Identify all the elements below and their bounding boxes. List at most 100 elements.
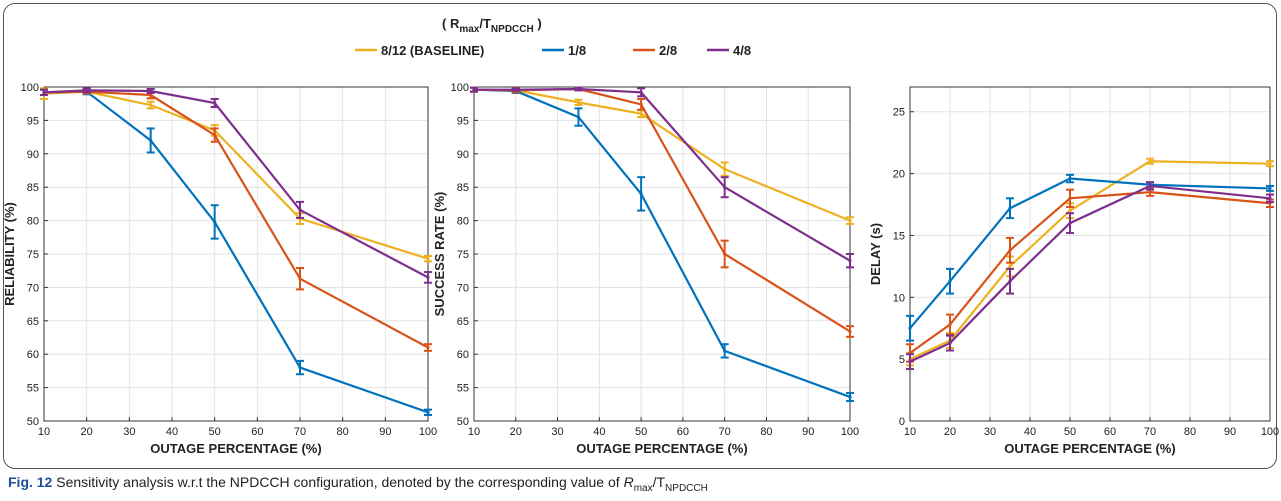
x-tick-label: 60 [1104, 426, 1116, 438]
legend-title-part: NPDCCH [491, 24, 534, 35]
x-tick-label: 40 [1024, 426, 1036, 438]
y-tick-label: 60 [457, 349, 469, 361]
x-tick-label: 80 [337, 426, 349, 438]
series-line [43, 89, 429, 279]
data-point [1148, 184, 1152, 188]
x-tick-label: 50 [1064, 426, 1076, 438]
axes-box [909, 86, 1271, 422]
chart-panel-1: 10 20 30 40 50 60 70 80 90 100 50 55 60 65 70 75 80 85 90 9… [2, 82, 437, 456]
data-point [1148, 190, 1152, 194]
data-point [213, 220, 217, 224]
x-tick-label: 30 [984, 426, 996, 438]
data-point [149, 93, 153, 97]
caption-text: Sensitivity analysis w.r.t the NPDCCH co… [52, 474, 624, 490]
data-point [149, 138, 153, 143]
data-point [213, 101, 217, 105]
data-point [298, 208, 302, 212]
caption-var-r-sub: max [633, 482, 653, 494]
data-point [948, 341, 952, 345]
x-tick-label: 90 [379, 426, 391, 438]
data-point [85, 88, 89, 92]
data-point [723, 252, 727, 256]
legend-title-part: max [459, 24, 479, 35]
x-tick-label: 70 [719, 426, 731, 438]
data-point [639, 112, 643, 116]
y-tick-label: 25 [893, 107, 905, 119]
series-4-8 [906, 181, 1274, 371]
data-point [426, 257, 430, 261]
x-tick-label: 70 [294, 426, 306, 438]
chart-panel-3: 10 20 30 40 50 60 70 80 90 100 0 5 10 15 20 25 OUTAGE PE… [868, 86, 1279, 456]
data-point [576, 87, 581, 91]
y-tick-label: 75 [27, 249, 39, 261]
y-tick-label: 90 [457, 149, 469, 161]
series-line [474, 87, 851, 262]
x-tick-label: 10 [904, 426, 916, 438]
series-line [909, 177, 1271, 329]
y-tick-label: 50 [457, 416, 469, 428]
y-tick-label: 70 [457, 282, 469, 294]
data-point [1268, 186, 1272, 191]
x-tick-label: 60 [251, 426, 263, 438]
legend-title: ( Rmax/TNPDCCH ) [442, 16, 542, 35]
y-tick-label: 100 [451, 82, 469, 94]
data-point [723, 185, 727, 189]
data-point [426, 345, 430, 350]
data-point [848, 219, 852, 223]
data-point [848, 395, 852, 399]
series-line [909, 160, 1271, 361]
legend-label: 1/8 [568, 43, 586, 58]
x-tick-label: 10 [38, 426, 50, 438]
data-point [1268, 196, 1272, 200]
series-4-8 [40, 87, 432, 284]
data-point [639, 102, 643, 106]
legend-title-part: ) [534, 16, 542, 31]
y-tick-label: 80 [457, 216, 469, 228]
data-point [1068, 209, 1072, 213]
data-point [298, 277, 302, 281]
y-tick-label: 50 [27, 416, 39, 428]
series-2-8 [906, 187, 1274, 363]
caption-label: Fig. 12 [8, 474, 53, 490]
data-point [1008, 264, 1012, 268]
plot-area [910, 87, 1270, 421]
data-point [1148, 159, 1152, 163]
x-tick-label: 90 [1224, 426, 1236, 438]
chart-panel-2: 10 20 30 40 50 60 70 80 90 100 50 55 60 65 70 75 80 85 90 9… [432, 82, 859, 456]
data-point [1008, 279, 1012, 283]
x-tick-label: 40 [593, 426, 605, 438]
data-point [948, 322, 952, 327]
x-tick-label: 80 [760, 426, 772, 438]
data-point [639, 90, 643, 94]
y-tick-label: 10 [893, 292, 905, 304]
x-tick-label: 100 [841, 426, 859, 438]
y-tick-label: 85 [457, 182, 469, 194]
data-point [1068, 176, 1072, 181]
data-point [1008, 248, 1012, 252]
x-tick-label: 100 [1261, 426, 1279, 438]
y-axis-label: DELAY (s) [868, 223, 883, 285]
data-point [472, 88, 476, 92]
x-tick-label: 60 [677, 426, 689, 438]
series-line [909, 191, 1271, 354]
x-tick-label: 30 [123, 426, 135, 438]
x-axis-label: OUTAGE PERCENTAGE (%) [150, 441, 321, 456]
y-tick-label: 95 [27, 115, 39, 127]
series-line [43, 90, 429, 349]
x-tick-label: 30 [551, 426, 563, 438]
y-tick-label: 55 [457, 383, 469, 395]
data-point [149, 89, 153, 93]
data-point [298, 365, 302, 370]
x-tick-label: 20 [81, 426, 93, 438]
data-point [848, 329, 852, 334]
y-tick-label: 90 [27, 149, 39, 161]
caption-var-t-sub: NPDCCH [665, 482, 708, 494]
y-tick-label: 60 [27, 349, 39, 361]
y-tick-label: 15 [893, 230, 905, 242]
data-point [908, 326, 912, 330]
data-point [576, 115, 581, 119]
x-tick-label: 20 [510, 426, 522, 438]
data-point [1268, 162, 1272, 166]
x-tick-label: 90 [802, 426, 814, 438]
legend-title-part: /T [479, 16, 491, 31]
